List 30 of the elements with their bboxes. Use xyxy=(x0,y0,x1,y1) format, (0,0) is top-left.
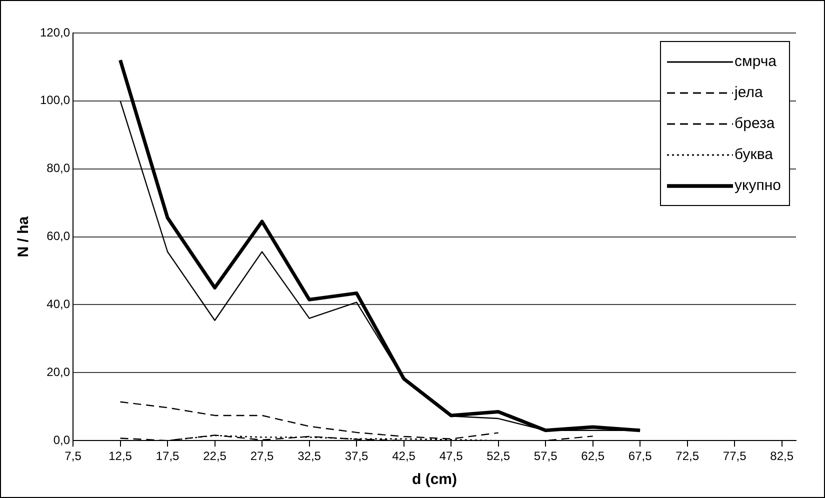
y-tick-label: 80,0 xyxy=(46,161,70,176)
y-tick-label: 60,0 xyxy=(46,229,70,244)
legend-label: буква xyxy=(734,146,773,163)
x-tick-label: 67,5 xyxy=(628,449,652,464)
x-tick-label: 62,5 xyxy=(581,449,605,464)
y-tick-label: 100,0 xyxy=(40,93,70,108)
x-tick-label: 42,5 xyxy=(392,449,416,464)
x-tick-label: 22,5 xyxy=(203,449,227,464)
legend-label: укупно xyxy=(734,177,781,194)
legend-label: јела xyxy=(734,84,763,101)
x-tick-label: 72,5 xyxy=(676,449,700,464)
x-axis-title: d (cm) xyxy=(412,471,458,488)
x-tick-label: 32,5 xyxy=(298,449,322,464)
x-tick-label: 57,5 xyxy=(534,449,558,464)
x-tick-label: 52,5 xyxy=(486,449,510,464)
x-tick-label: 37,5 xyxy=(344,449,369,464)
y-tick-label: 40,0 xyxy=(46,297,70,312)
y-tick-label: 20,0 xyxy=(46,364,70,379)
y-axis-title: N / ha xyxy=(15,216,32,258)
x-tick-label: 77,5 xyxy=(722,449,747,464)
x-tick-label: 17,5 xyxy=(156,449,180,464)
legend-label: бреза xyxy=(734,115,775,132)
x-tick-label: 82,5 xyxy=(770,449,794,464)
y-tick-label: 120,0 xyxy=(40,25,70,40)
x-tick-label: 47,5 xyxy=(439,449,464,464)
y-tick-label: 0,0 xyxy=(53,432,70,447)
x-tick-label: 27,5 xyxy=(250,449,274,464)
x-tick-label: 7,5 xyxy=(64,449,82,464)
x-tick-label: 12,5 xyxy=(108,449,132,464)
legend-label: смрча xyxy=(734,53,776,70)
